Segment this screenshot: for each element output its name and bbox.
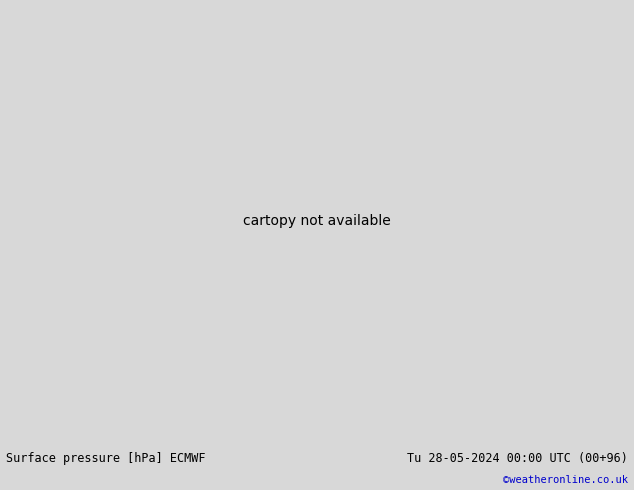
Text: cartopy not available: cartopy not available [243,214,391,227]
Text: Tu 28-05-2024 00:00 UTC (00+96): Tu 28-05-2024 00:00 UTC (00+96) [407,452,628,465]
Text: ©weatheronline.co.uk: ©weatheronline.co.uk [503,475,628,485]
Text: Surface pressure [hPa] ECMWF: Surface pressure [hPa] ECMWF [6,452,206,465]
